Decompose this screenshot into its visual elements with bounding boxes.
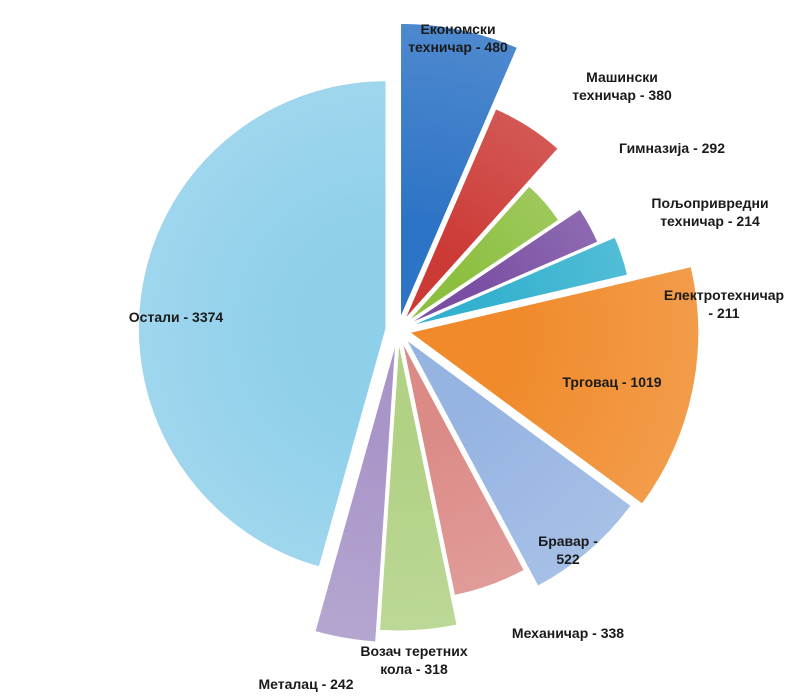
slice-label-4: Пољопривредни техничар - 214: [651, 195, 768, 229]
slice-label-1: Економски техничар - 480: [408, 21, 508, 55]
slice-label-2: Машински техничар - 380: [572, 69, 672, 103]
pie-slice-3: [406, 185, 560, 323]
slice-label-10: Металац - 242: [259, 676, 354, 692]
pie-slice-6: [408, 265, 700, 506]
pie-slice-8: [401, 341, 526, 597]
slice-label-3: Гимназија - 292: [619, 140, 725, 156]
pie-slice-5: [409, 236, 629, 327]
slices-layer: [137, 22, 700, 643]
pie-slice-7: [405, 338, 633, 588]
slice-label-6: Трговац - 1019: [562, 374, 661, 390]
pie-slice-1: [399, 22, 519, 319]
pie-slice-2: [403, 107, 559, 321]
slice-label-5: Електротехничар - 211: [664, 287, 784, 321]
pie-slice-10: [314, 341, 397, 643]
pie-slice-4: [408, 208, 599, 325]
slice-label-11: Остали - 3374: [129, 309, 224, 325]
slice-label-8: Механичар - 338: [512, 625, 624, 641]
slice-label-7: Бравар -522: [538, 533, 598, 567]
pie-slice-9: [378, 341, 458, 632]
slice-label-9: Возач теретних кола - 318: [360, 643, 467, 677]
labels-layer: Економски техничар - 480 Машински техничар …: [129, 21, 784, 692]
pie-slice-11: [137, 79, 387, 568]
